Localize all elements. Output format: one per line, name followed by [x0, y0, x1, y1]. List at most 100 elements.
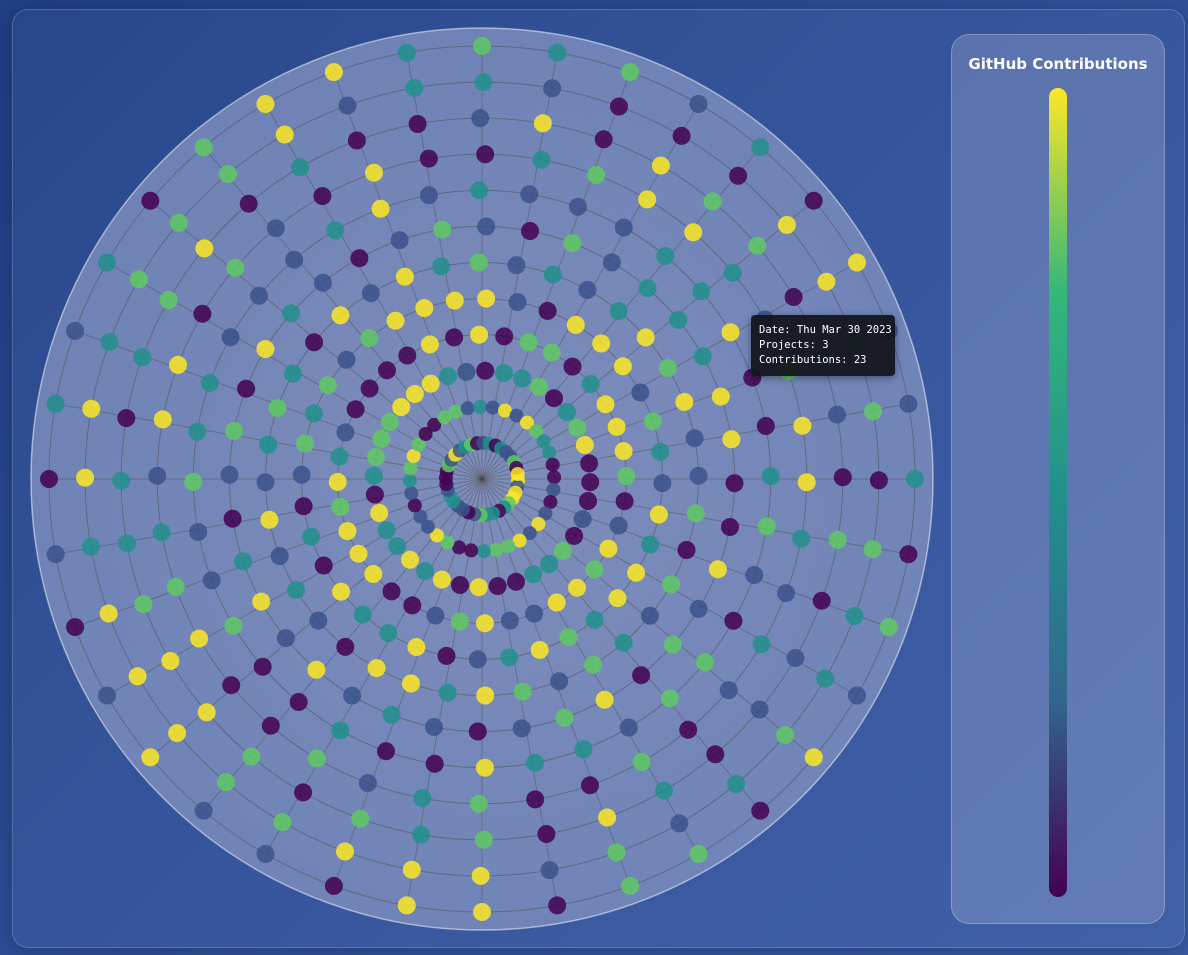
- data-point[interactable]: [133, 348, 152, 367]
- data-point[interactable]: [401, 550, 419, 569]
- data-point[interactable]: [283, 364, 302, 383]
- data-point[interactable]: [336, 842, 354, 861]
- data-point[interactable]: [81, 537, 100, 556]
- data-point[interactable]: [225, 422, 243, 440]
- data-point[interactable]: [475, 758, 494, 777]
- data-point[interactable]: [287, 581, 306, 600]
- data-point[interactable]: [379, 624, 398, 643]
- data-point[interactable]: [906, 470, 924, 488]
- data-point[interactable]: [684, 223, 703, 242]
- data-point[interactable]: [390, 231, 409, 250]
- data-point[interactable]: [655, 781, 673, 800]
- data-point[interactable]: [405, 78, 424, 97]
- data-point[interactable]: [360, 379, 379, 398]
- data-point[interactable]: [507, 572, 525, 591]
- data-point[interactable]: [848, 253, 866, 272]
- data-point[interactable]: [40, 470, 58, 488]
- data-point[interactable]: [721, 323, 740, 342]
- data-point[interactable]: [328, 472, 347, 491]
- data-point[interactable]: [777, 584, 795, 603]
- data-point[interactable]: [351, 809, 370, 828]
- data-point[interactable]: [141, 191, 160, 210]
- data-point[interactable]: [530, 640, 549, 659]
- data-point[interactable]: [76, 468, 95, 487]
- data-point[interactable]: [202, 571, 221, 590]
- data-point[interactable]: [332, 582, 351, 601]
- data-point[interactable]: [748, 236, 767, 255]
- data-point[interactable]: [797, 473, 816, 492]
- data-point[interactable]: [445, 291, 464, 310]
- data-point[interactable]: [386, 311, 405, 330]
- data-point[interactable]: [525, 604, 544, 623]
- data-point[interactable]: [358, 774, 377, 792]
- data-point[interactable]: [703, 192, 722, 211]
- data-point[interactable]: [548, 896, 567, 915]
- data-point[interactable]: [569, 197, 587, 216]
- data-point[interactable]: [46, 545, 65, 564]
- data-point[interactable]: [224, 616, 243, 635]
- data-point[interactable]: [407, 498, 422, 513]
- data-point[interactable]: [477, 217, 496, 236]
- data-point[interactable]: [371, 199, 390, 218]
- data-point[interactable]: [641, 535, 660, 554]
- data-point[interactable]: [404, 486, 419, 501]
- data-point[interactable]: [488, 577, 507, 596]
- data-point[interactable]: [614, 442, 633, 461]
- data-point[interactable]: [438, 683, 457, 702]
- data-point[interactable]: [547, 470, 562, 485]
- data-point[interactable]: [602, 253, 621, 272]
- data-point[interactable]: [536, 434, 551, 449]
- data-point[interactable]: [432, 570, 451, 589]
- data-point[interactable]: [347, 131, 366, 150]
- data-point[interactable]: [188, 422, 207, 441]
- data-point[interactable]: [581, 776, 599, 795]
- data-point[interactable]: [169, 355, 187, 374]
- data-point[interactable]: [413, 509, 428, 524]
- data-point[interactable]: [392, 398, 411, 416]
- data-point[interactable]: [529, 424, 544, 439]
- data-point[interactable]: [421, 374, 440, 393]
- data-point[interactable]: [388, 537, 406, 556]
- data-point[interactable]: [804, 191, 823, 210]
- data-point[interactable]: [638, 190, 657, 209]
- data-point[interactable]: [519, 333, 538, 352]
- data-point[interactable]: [638, 279, 657, 298]
- data-point[interactable]: [370, 504, 389, 522]
- data-point[interactable]: [711, 387, 730, 406]
- data-point[interactable]: [270, 547, 289, 566]
- data-point[interactable]: [729, 166, 748, 185]
- data-point[interactable]: [382, 705, 401, 724]
- data-point[interactable]: [397, 43, 416, 62]
- data-point[interactable]: [372, 429, 391, 448]
- data-point[interactable]: [658, 358, 677, 377]
- data-point[interactable]: [471, 866, 490, 885]
- data-point[interactable]: [522, 526, 537, 541]
- data-point[interactable]: [420, 186, 438, 205]
- data-point[interactable]: [663, 635, 682, 654]
- data-point[interactable]: [573, 510, 592, 529]
- data-point[interactable]: [672, 126, 691, 145]
- data-point[interactable]: [869, 471, 888, 490]
- data-point[interactable]: [252, 592, 271, 611]
- data-point[interactable]: [610, 97, 628, 116]
- data-point[interactable]: [609, 516, 628, 535]
- data-point[interactable]: [723, 263, 742, 282]
- data-point[interactable]: [367, 448, 385, 466]
- data-point[interactable]: [585, 560, 604, 579]
- data-point[interactable]: [184, 472, 203, 491]
- data-point[interactable]: [513, 682, 532, 701]
- data-point[interactable]: [507, 256, 526, 275]
- data-point[interactable]: [721, 518, 739, 536]
- data-point[interactable]: [848, 686, 866, 705]
- data-point[interactable]: [706, 745, 725, 764]
- data-point[interactable]: [350, 249, 369, 268]
- data-point[interactable]: [397, 896, 416, 915]
- data-point[interactable]: [471, 109, 490, 128]
- data-point[interactable]: [599, 539, 618, 558]
- data-point[interactable]: [166, 578, 185, 596]
- data-point[interactable]: [470, 181, 489, 200]
- data-point[interactable]: [812, 591, 831, 610]
- data-point[interactable]: [640, 606, 659, 625]
- data-point[interactable]: [425, 718, 443, 736]
- data-point[interactable]: [545, 457, 560, 472]
